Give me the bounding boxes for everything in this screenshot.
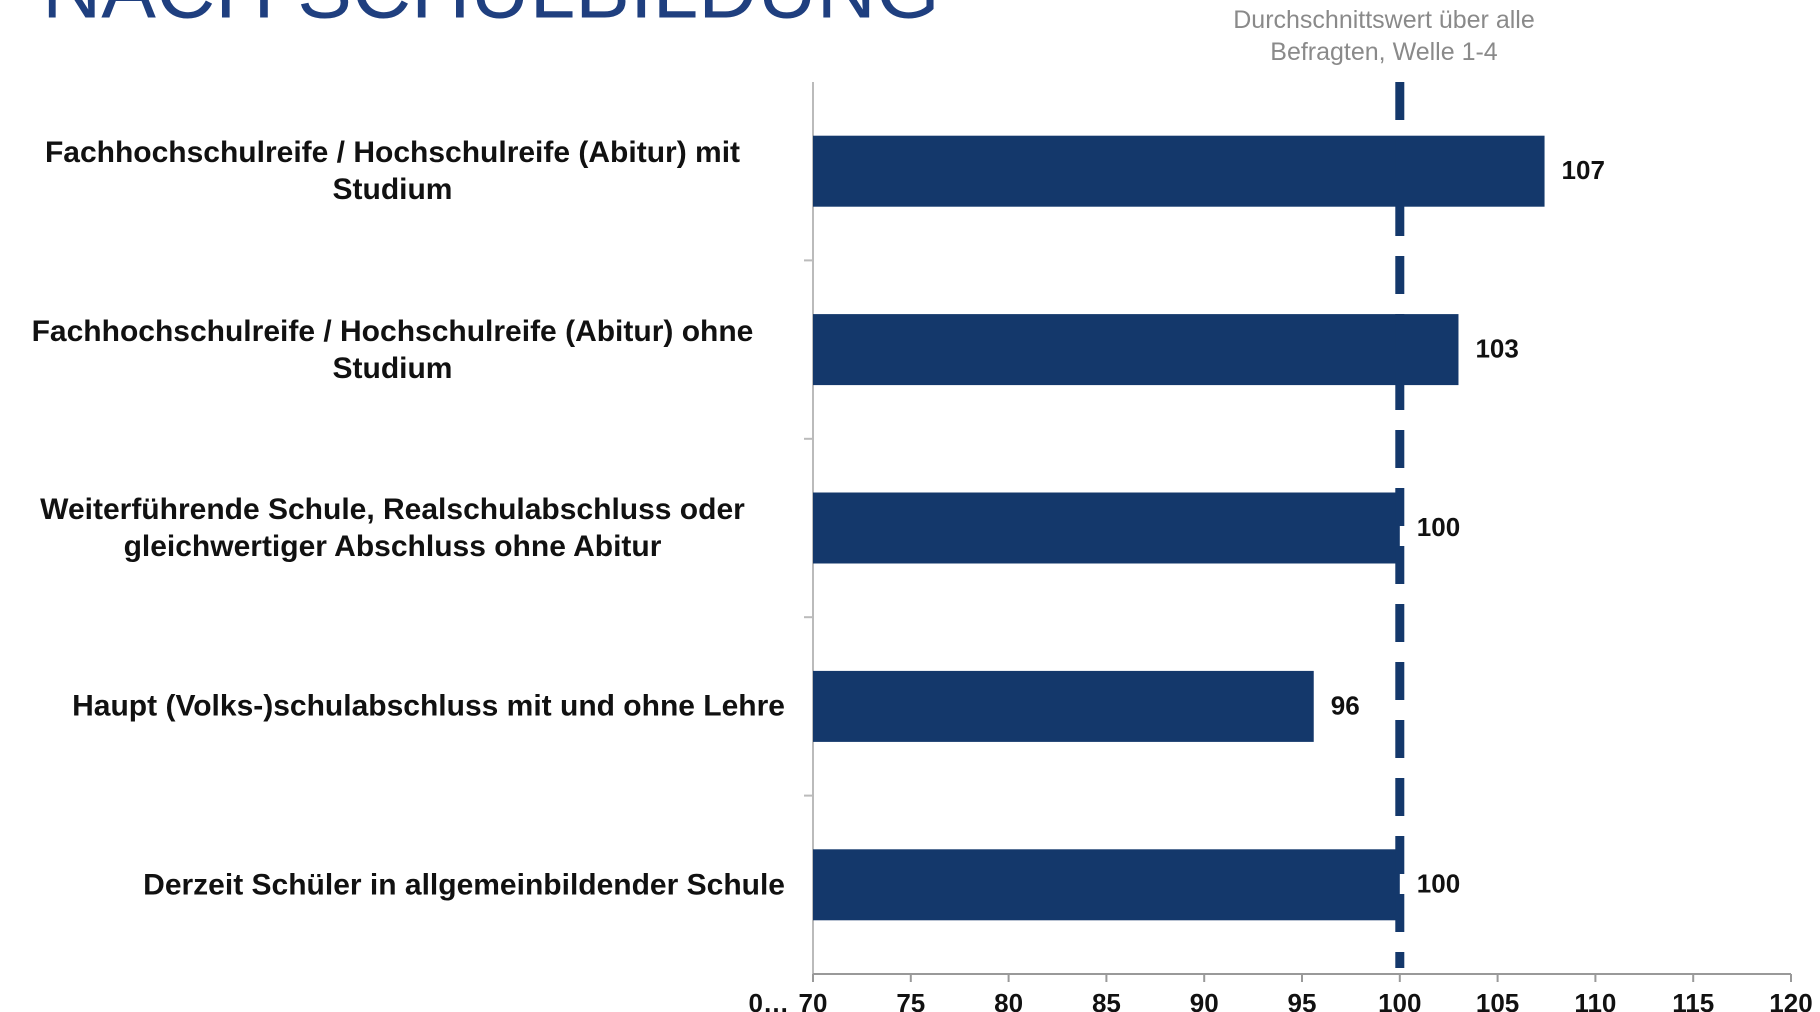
- category-label: Weiterführende Schule, Realschulabschlus…: [40, 493, 745, 563]
- bar: [813, 492, 1400, 564]
- x-tick-label: 80: [994, 988, 1023, 1012]
- category-label: Fachhochschulreife / Hochschulreife (Abi…: [44, 136, 741, 207]
- x-tick-label: 95: [1288, 988, 1317, 1012]
- value-label: 100: [1417, 869, 1460, 899]
- category-label: Haupt (Volks-)schulabschluss mit und ohn…: [72, 689, 785, 723]
- value-label: 103: [1475, 333, 1518, 363]
- x-tick-label: 105: [1476, 988, 1519, 1012]
- value-label: 100: [1417, 512, 1460, 542]
- bar: [813, 314, 1459, 386]
- x-tick-label: 100: [1378, 988, 1421, 1012]
- x-tick-label: 70: [799, 988, 828, 1012]
- axis-break-label: 0…: [749, 988, 789, 1012]
- bar: [813, 135, 1545, 207]
- x-tick-label: 75: [896, 988, 925, 1012]
- category-label: Derzeit Schüler in allgemeinbildender Sc…: [143, 868, 785, 902]
- category-label: Fachhochschulreife / Hochschulreife (Abi…: [31, 314, 754, 385]
- chart-title: - NACH SCHULBILDUNG: [0, 0, 940, 36]
- value-label: 96: [1331, 690, 1360, 720]
- x-tick-label: 85: [1092, 988, 1121, 1012]
- value-label: 107: [1562, 155, 1605, 185]
- x-tick-label: 110: [1574, 988, 1616, 1012]
- x-tick-label: 90: [1190, 988, 1219, 1012]
- bar: [813, 670, 1314, 742]
- x-tick-label: 120: [1769, 988, 1812, 1012]
- bar: [813, 849, 1400, 921]
- x-tick-label: 115: [1672, 988, 1714, 1012]
- reference-label: Durchschnittswert über alle Befragten, W…: [1233, 6, 1535, 66]
